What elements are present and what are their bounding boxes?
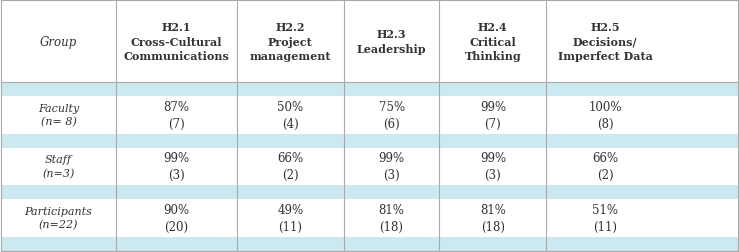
Text: H2.1
Cross-Cultural
Communications: H2.1 Cross-Cultural Communications — [123, 22, 229, 62]
Text: 81%
(18): 81% (18) — [378, 203, 404, 233]
Text: 66%
(2): 66% (2) — [277, 152, 304, 182]
Text: 87%
(7): 87% (7) — [163, 100, 189, 130]
Bar — [1, 1, 738, 83]
Text: 99%
(3): 99% (3) — [378, 152, 405, 182]
Bar — [1, 134, 738, 148]
Text: 75%
(6): 75% (6) — [378, 100, 405, 130]
Text: H2.2
Project
management: H2.2 Project management — [250, 22, 331, 62]
Text: Staff
(n=3): Staff (n=3) — [42, 155, 75, 178]
Text: Faculty
(n= 8): Faculty (n= 8) — [38, 104, 79, 127]
Text: 81%
(18): 81% (18) — [480, 203, 505, 233]
Text: 49%
(11): 49% (11) — [277, 203, 304, 233]
Bar — [1, 83, 738, 97]
Bar — [1, 148, 738, 185]
Text: H2.3
Leadership: H2.3 Leadership — [357, 29, 426, 55]
Bar — [1, 237, 738, 251]
Text: H2.5
Decisions/
Imperfect Data: H2.5 Decisions/ Imperfect Data — [558, 22, 653, 62]
Bar — [1, 199, 738, 237]
Text: H2.4
Critical
Thinking: H2.4 Critical Thinking — [464, 22, 521, 62]
Text: 51%
(11): 51% (11) — [592, 203, 618, 233]
Text: Participants
(n=22): Participants (n=22) — [24, 206, 92, 230]
Bar — [1, 97, 738, 134]
Text: 66%
(2): 66% (2) — [592, 152, 618, 182]
Text: 99%
(3): 99% (3) — [480, 152, 506, 182]
Text: 90%
(20): 90% (20) — [163, 203, 189, 233]
Text: 99%
(7): 99% (7) — [480, 100, 506, 130]
Text: 50%
(4): 50% (4) — [277, 100, 304, 130]
Text: 100%
(8): 100% (8) — [588, 100, 621, 130]
Text: Group: Group — [40, 36, 77, 48]
Text: 99%
(3): 99% (3) — [163, 152, 189, 182]
Bar — [1, 185, 738, 199]
